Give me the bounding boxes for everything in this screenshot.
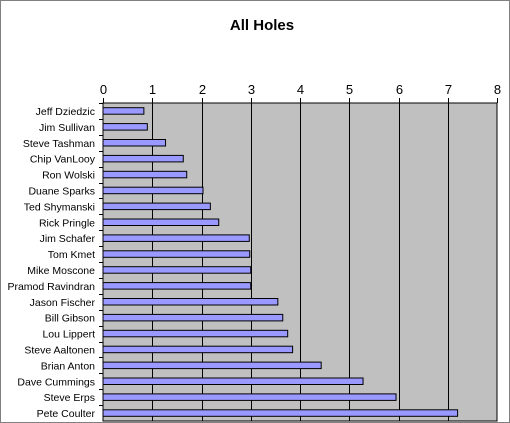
category-label: Dave Cummings: [17, 376, 95, 388]
category-labels: Jeff Dziedzic Jim Sullivan Steve Tashman Ch…: [7, 106, 95, 420]
category-label: Lou Lippert: [42, 329, 95, 341]
category-label: Jim Sullivan: [39, 122, 95, 134]
bar: [102, 298, 279, 306]
bar: [102, 107, 145, 115]
bar: [102, 202, 211, 211]
category-label: Mike Moscone: [27, 265, 95, 277]
category-label: Jeff Dziedzic: [36, 106, 95, 118]
x-tick-label: 5: [346, 82, 353, 97]
bar: [102, 361, 322, 370]
x-tick-label: 1: [149, 82, 156, 97]
bar: [102, 186, 204, 195]
x-tick-label: 6: [396, 82, 403, 97]
bar: [102, 154, 184, 163]
category-label: Pramod Ravindran: [7, 281, 95, 293]
bar: [102, 123, 148, 131]
bar: [102, 218, 220, 226]
bar: [102, 345, 294, 354]
category-label: Rick Pringle: [39, 217, 95, 229]
bar: [102, 250, 251, 258]
category-label: Bill Gibson: [45, 313, 95, 325]
bar: [102, 266, 252, 274]
category-label: Brian Anton: [41, 360, 95, 372]
chart-title: All Holes: [230, 17, 294, 34]
bar: [102, 329, 289, 338]
category-label: Jim Schafer: [40, 233, 96, 245]
category-label: Steve Erps: [44, 392, 95, 404]
x-tick-label: 3: [248, 82, 255, 97]
bar-series: [102, 107, 459, 417]
bar: [102, 313, 284, 322]
bar: [102, 170, 188, 179]
category-label: Chip VanLooy: [30, 154, 96, 166]
bar: [102, 377, 364, 385]
x-axis-ticks: 0 1 2 3 4 5 6 7 8: [99, 82, 501, 406]
bar: [102, 282, 252, 290]
x-tick-label: 8: [494, 82, 501, 97]
x-tick-label: 2: [199, 82, 206, 97]
bar: [102, 393, 397, 401]
category-label: Pete Coulter: [37, 408, 96, 420]
bar: [102, 234, 250, 242]
category-label: Ron Wolski: [42, 170, 95, 182]
category-label: Steve Tashman: [23, 138, 95, 150]
bar: [102, 139, 167, 147]
x-tick-label: 0: [100, 82, 107, 97]
x-tick-label: 7: [445, 82, 452, 97]
category-label: Ted Shymanski: [24, 201, 95, 213]
category-label: Tom Kmet: [48, 249, 95, 261]
plot-area: [102, 102, 498, 422]
category-label: Duane Sparks: [28, 185, 95, 197]
bar: [102, 409, 459, 417]
category-label: Steve Aaltonen: [24, 344, 95, 356]
category-label: Jason Fischer: [30, 297, 96, 309]
x-tick-label: 4: [297, 82, 304, 97]
